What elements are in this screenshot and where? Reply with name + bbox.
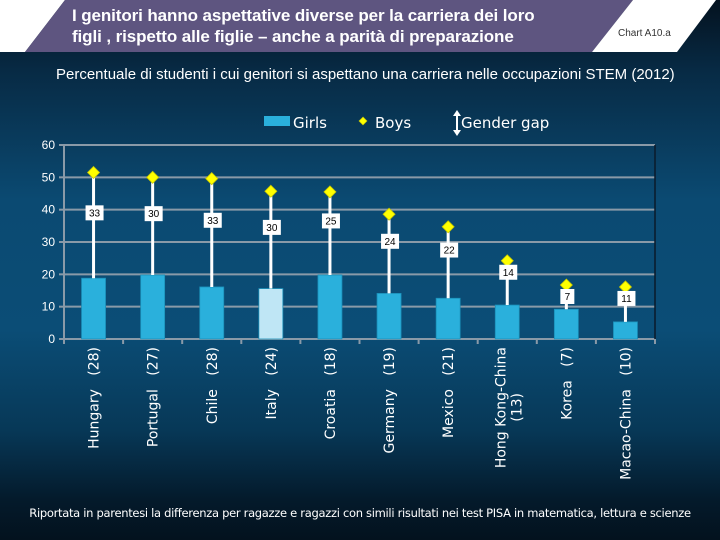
legend: Girls Boys Gender gap bbox=[264, 110, 549, 136]
legend-gap-arrow-icon bbox=[453, 110, 461, 136]
legend-girls-swatch bbox=[264, 116, 290, 126]
header-left-white bbox=[0, 0, 65, 52]
title-line-2: figli , rispetto alle figlie – anche a p… bbox=[72, 27, 514, 46]
chart-id: Chart A10.a bbox=[618, 28, 671, 39]
y-tick-label: 10 bbox=[42, 300, 56, 314]
girls-bar bbox=[613, 321, 638, 340]
y-tick-label: 30 bbox=[42, 235, 56, 249]
title-line-1: I genitori hanno aspettative diverse per… bbox=[72, 6, 535, 25]
chart-subtitle: Percentuale di studenti i cui genitori s… bbox=[56, 66, 675, 83]
header-banner bbox=[0, 0, 716, 52]
svg-text:25: 25 bbox=[325, 216, 337, 227]
x-category-label: Hungary (28) bbox=[87, 347, 103, 449]
girls-bar bbox=[140, 274, 166, 340]
boys-marker bbox=[382, 207, 396, 221]
girls-bar bbox=[317, 274, 343, 340]
gender-gap-label: 33 bbox=[85, 205, 104, 221]
svg-text:7: 7 bbox=[565, 292, 571, 303]
svg-text:30: 30 bbox=[266, 223, 278, 234]
gender-gap-labels: 33 30 33 30 25 24 22 14 7 11 bbox=[85, 205, 636, 306]
x-category-label: Macao-China (10) bbox=[618, 347, 634, 480]
girls-bar bbox=[494, 304, 520, 340]
svg-text:22: 22 bbox=[444, 246, 456, 257]
svg-text:33: 33 bbox=[89, 208, 101, 219]
gender-gap-label: 14 bbox=[499, 264, 518, 280]
boys-marker bbox=[146, 170, 160, 184]
legend-boys-label: Boys bbox=[375, 114, 411, 132]
gender-gap-label: 30 bbox=[144, 206, 163, 222]
title-background bbox=[25, 0, 633, 52]
boys-marker bbox=[323, 185, 337, 199]
gender-gap-lines bbox=[92, 172, 627, 322]
legend-gap-label: Gender gap bbox=[461, 114, 549, 132]
gender-gap-label: 30 bbox=[262, 219, 281, 235]
svg-text:24: 24 bbox=[384, 237, 396, 248]
x-category-label: Chile (28) bbox=[205, 347, 221, 424]
boys-marker bbox=[86, 165, 101, 180]
girls-bar bbox=[199, 286, 225, 340]
boys-marker bbox=[264, 184, 278, 198]
girls-bars bbox=[81, 274, 638, 340]
y-tick-label: 50 bbox=[42, 170, 56, 184]
legend-boys-diamond-icon bbox=[358, 116, 368, 126]
svg-text:30: 30 bbox=[148, 209, 160, 220]
boys-markers bbox=[86, 165, 633, 294]
gender-gap-label: 25 bbox=[321, 213, 340, 229]
svg-text:14: 14 bbox=[503, 268, 515, 279]
boys-marker bbox=[441, 220, 455, 234]
girls-bar bbox=[258, 288, 284, 340]
gender-gap-label: 22 bbox=[440, 242, 459, 258]
y-tick-label: 40 bbox=[42, 203, 56, 217]
boys-marker bbox=[205, 172, 219, 186]
x-category-label: Germany (19) bbox=[382, 347, 398, 453]
x-category-label: Korea (7) bbox=[559, 347, 575, 420]
x-category-label: Italy (24) bbox=[264, 347, 280, 419]
page-title: I genitori hanno aspettative diverse per… bbox=[72, 5, 592, 47]
x-category-label: Croatia (18) bbox=[323, 347, 339, 439]
legend-girls-label: Girls bbox=[293, 114, 327, 132]
gender-gap-label: 33 bbox=[203, 212, 222, 228]
y-tick-label: 60 bbox=[42, 138, 56, 152]
girls-bar bbox=[376, 293, 402, 340]
chart-id-background bbox=[592, 0, 716, 52]
y-tick-label: 20 bbox=[42, 267, 56, 281]
svg-text:33: 33 bbox=[207, 216, 219, 227]
girls-bar bbox=[553, 308, 579, 340]
girls-bar bbox=[81, 277, 106, 340]
x-axis-labels: Hungary (28) Portugal (27) Chile (28) Italy… bbox=[87, 347, 635, 480]
y-tick-label: 0 bbox=[48, 332, 55, 346]
x-category-label: Portugal (27) bbox=[146, 347, 162, 447]
footnote: Riportata in parentesi la differenza per… bbox=[29, 506, 691, 520]
x-category-label: Hong Kong-China(13) bbox=[493, 347, 525, 468]
gender-gap-label: 11 bbox=[617, 290, 636, 306]
y-axis-ticks: 0 10 20 30 40 50 60 bbox=[42, 138, 64, 346]
girls-bar bbox=[435, 297, 461, 340]
gender-gap-label: 24 bbox=[381, 233, 400, 249]
gender-gap-label: 7 bbox=[560, 289, 575, 305]
svg-text:11: 11 bbox=[621, 294, 632, 305]
x-category-label: Mexico (21) bbox=[441, 347, 457, 438]
